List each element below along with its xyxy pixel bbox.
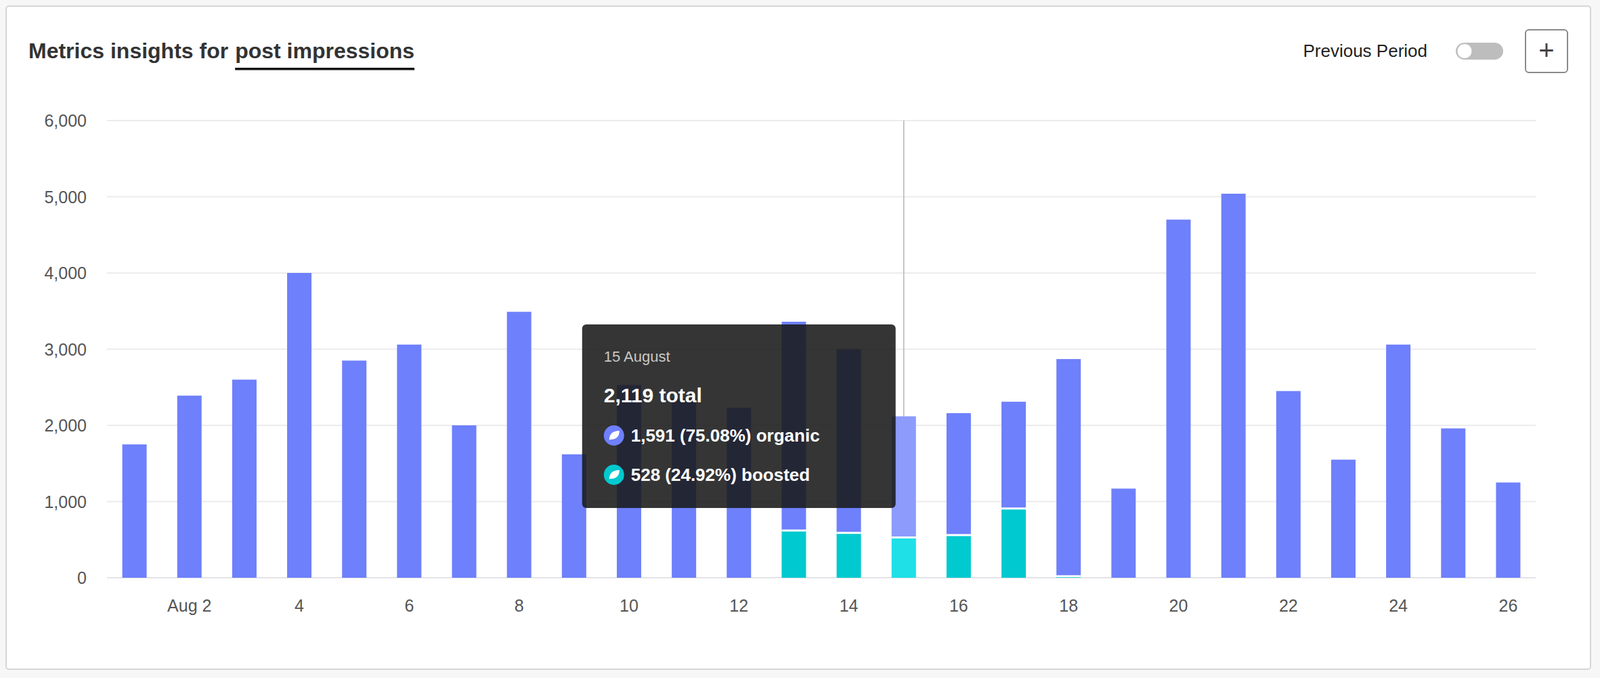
page: Metrics insights forpost impressions Prev… [0, 0, 1600, 678]
add-button-label: + [1538, 35, 1554, 66]
toggle-knob [1457, 44, 1473, 59]
organic-bar[interactable] [1166, 219, 1192, 578]
organic-bar[interactable] [1386, 344, 1411, 578]
x-tick-label: 6 [404, 595, 414, 615]
boosted-bar[interactable] [836, 532, 862, 578]
tooltip-icon [603, 425, 625, 446]
x-tick-label: 22 [1279, 595, 1299, 615]
previous-period-label: Previous Period [1302, 40, 1428, 61]
tooltip-item: 1,591 (75.08%) organic [631, 425, 820, 446]
organic-bar[interactable] [1495, 482, 1521, 578]
organic-bar[interactable] [122, 444, 147, 578]
organic-bar[interactable] [452, 425, 477, 578]
tooltip-icon-leaf [609, 430, 620, 441]
tooltip-total: 2,119 total [603, 383, 703, 407]
organic-bar[interactable] [287, 272, 312, 578]
organic-bar[interactable] [341, 360, 367, 578]
y-tick-label: 6,000 [44, 111, 87, 131]
boosted-bar[interactable] [781, 530, 806, 578]
title: Metrics insights for [28, 38, 229, 63]
organic-bar[interactable] [507, 311, 532, 578]
grid-line [106, 119, 1536, 122]
x-tick-label: 16 [949, 595, 969, 615]
y-tick-label: 1,000 [44, 492, 87, 512]
grid-line [106, 272, 1536, 274]
grid-line [106, 576, 1536, 579]
organic-bar[interactable] [1221, 193, 1246, 578]
boosted-bar[interactable] [946, 534, 971, 578]
y-tick-label: 4,000 [44, 263, 87, 283]
tooltip-icon [603, 464, 625, 485]
segment-separator [891, 536, 917, 539]
organic-bar[interactable] [1331, 459, 1356, 578]
title-underline [234, 67, 415, 71]
x-tick-label: 4 [294, 595, 305, 615]
x-tick-label: 24 [1388, 595, 1408, 615]
y-tick-label: 3,000 [44, 339, 87, 359]
boosted-bar[interactable] [891, 537, 917, 578]
organic-bar[interactable] [946, 413, 971, 535]
x-tick-label: 8 [514, 595, 525, 615]
y-tick-label: 5,000 [44, 187, 87, 207]
organic-bar[interactable] [177, 395, 202, 578]
tooltip-icon-leaf [609, 469, 620, 480]
bars [122, 193, 1521, 578]
x-tick-label: 12 [729, 595, 749, 615]
organic-bar[interactable] [1111, 488, 1136, 578]
organic-bar[interactable] [396, 344, 422, 578]
boosted-bar[interactable] [1056, 576, 1081, 578]
tooltip-box [582, 324, 896, 508]
organic-bar[interactable] [232, 379, 257, 579]
title-metric[interactable]: post impressions [234, 38, 415, 63]
grid-line [106, 196, 1536, 198]
x-axis-line [106, 576, 1536, 579]
segment-separator [836, 531, 862, 534]
organic-bar[interactable] [1056, 358, 1081, 577]
segment-separator [781, 529, 806, 532]
organic-bar[interactable] [1440, 428, 1466, 579]
boosted-bar[interactable] [1001, 508, 1026, 578]
y-tick-label: 2,000 [44, 415, 87, 435]
x-tick-label: 14 [839, 595, 859, 615]
card [6, 6, 1591, 669]
tooltip-item: 528 (24.92%) boosted [631, 464, 810, 485]
segment-separator [1001, 507, 1026, 510]
tooltip-title: 15 August [603, 348, 671, 365]
add-button[interactable] [1525, 29, 1568, 73]
toggle-switch[interactable] [1455, 42, 1504, 60]
x-tick-label: 18 [1058, 595, 1078, 615]
x-tick-label: Aug 2 [167, 595, 212, 615]
x-tick-label: 10 [619, 595, 639, 615]
organic-bar[interactable] [1001, 401, 1026, 509]
x-tick-label: 20 [1169, 595, 1189, 615]
y-tick-label: 0 [77, 568, 87, 588]
organic-bar[interactable] [1276, 390, 1301, 578]
segment-separator [946, 534, 971, 537]
x-tick-label: 26 [1499, 595, 1519, 615]
segment-separator [1056, 574, 1081, 577]
tooltip: 15 August 2,119 total 1,591 (75.08%) organ… [582, 324, 896, 508]
